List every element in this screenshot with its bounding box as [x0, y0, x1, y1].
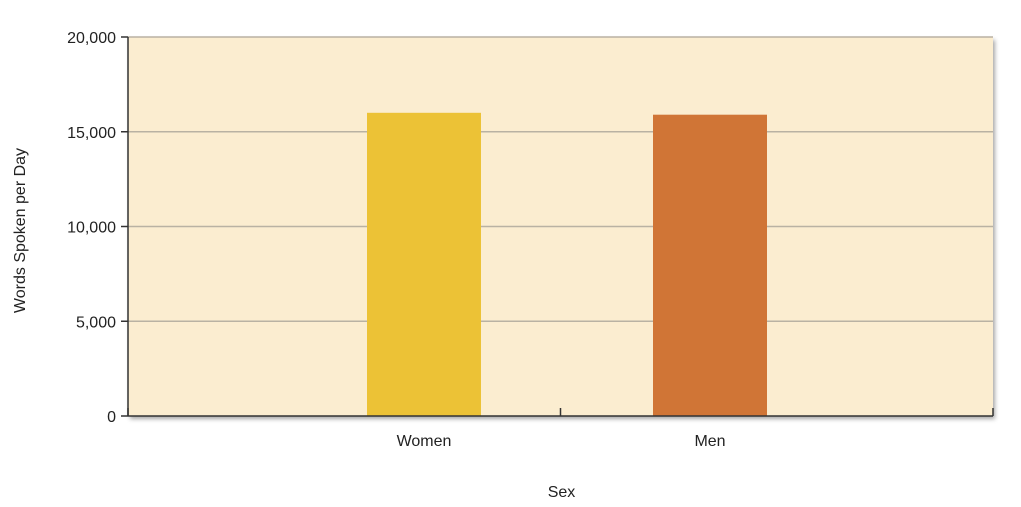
- bar-men: [653, 114, 767, 416]
- x-axis-title: Sex: [548, 484, 576, 501]
- bars: [367, 112, 767, 417]
- y-axis-tick-labels: 0 5,000 10,000 15,000 20,000: [67, 30, 116, 426]
- x-tick-label: Women: [397, 433, 452, 450]
- y-tick-label: 15,000: [67, 125, 116, 142]
- x-tick-label: Men: [694, 433, 725, 450]
- x-axis-tick-labels: Women Men: [397, 433, 726, 450]
- y-axis-title: Words Spoken per Day: [12, 148, 29, 313]
- gridlines: [128, 36, 993, 322]
- y-tick-label: 10,000: [67, 220, 116, 237]
- y-tick-label: 5,000: [76, 314, 116, 331]
- y-tick-label: 0: [107, 409, 116, 426]
- bar-women: [367, 112, 481, 417]
- axes: [121, 36, 994, 417]
- y-tick-label: 20,000: [67, 30, 116, 47]
